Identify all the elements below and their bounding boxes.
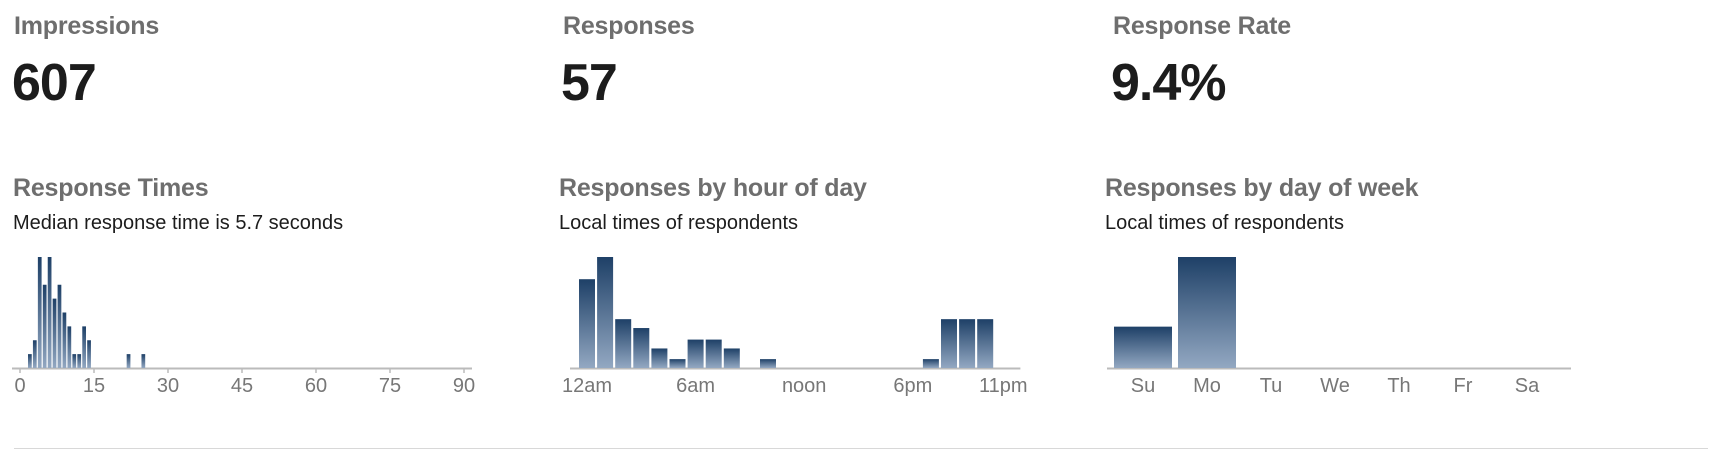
hour-bar — [760, 359, 776, 368]
hour-bar — [723, 348, 740, 368]
day-of-week-x-tick-label: We — [1320, 375, 1350, 397]
day-of-week-x-tick-label: Fr — [1454, 375, 1473, 397]
response-times-x-tick-label: 90 — [453, 375, 475, 397]
response-time-bar — [37, 257, 42, 368]
hour-bar — [579, 279, 595, 368]
response-time-bar — [28, 354, 32, 368]
response-rate-stat: Response Rate 9.4% — [1111, 12, 1291, 113]
response-time-bar — [67, 326, 72, 368]
day-bar-su — [1114, 326, 1172, 368]
response-time-bar — [82, 326, 86, 368]
hour-bar — [922, 359, 939, 368]
responses-stat: Responses 57 — [561, 12, 695, 113]
hour-bar — [941, 319, 957, 368]
response-times-x-tick-label: 60 — [305, 375, 327, 397]
response-time-bar — [77, 354, 82, 368]
response-times-x-tick-label: 30 — [157, 375, 179, 397]
response-rate-value: 9.4% — [1111, 54, 1227, 112]
hour-of-day-x-tick-label: 12am — [562, 375, 612, 397]
day-of-week-x-tick-label: Su — [1131, 375, 1155, 397]
response-time-bar — [32, 340, 37, 368]
hour-bar — [615, 319, 632, 368]
hour-bar — [633, 328, 650, 368]
response-times-x-tick-label: 45 — [231, 375, 253, 397]
response-times-x-tick-label: 15 — [83, 375, 105, 397]
impressions-label: Impressions — [14, 12, 160, 40]
response-rate-label: Response Rate — [1113, 12, 1292, 40]
day-of-week-x-tick-label: Tu — [1260, 375, 1283, 397]
response-time-bar — [62, 312, 67, 368]
response-times-title: Response Times — [13, 174, 209, 202]
response-time-bar — [87, 340, 91, 368]
responses-label: Responses — [563, 12, 695, 40]
hour-of-day-title: Responses by hour of day — [559, 174, 867, 202]
hour-bar — [651, 348, 668, 368]
response-time-bar — [141, 354, 146, 368]
response-times-chart: 0 15 30 45 60 75 90 — [12, 257, 475, 397]
hour-of-day-chart: 12am 6am noon 6pm 11pm — [562, 257, 1028, 397]
hour-of-day-x-tick-label: 11pm — [979, 375, 1028, 397]
hour-bar — [597, 257, 614, 368]
day-of-week-x-tick-label: Mo — [1193, 375, 1221, 397]
hour-bar — [687, 339, 704, 368]
hour-of-day-x-tick-label: 6am — [676, 375, 715, 397]
day-of-week-x-tick-label: Sa — [1515, 375, 1540, 397]
hour-of-day-x-tick-label: 6pm — [893, 375, 932, 397]
hour-bar — [959, 319, 976, 368]
hour-of-day-subtitle: Local times of respondents — [559, 212, 799, 234]
bottom-divider — [14, 448, 1708, 449]
day-of-week-title: Responses by day of week — [1105, 174, 1419, 202]
impressions-stat: Impressions 607 — [12, 12, 159, 113]
hour-bar — [705, 339, 722, 368]
day-of-week-x-tick-label: Th — [1387, 375, 1410, 397]
response-time-bar — [57, 284, 62, 368]
response-time-bar — [52, 298, 57, 368]
day-of-week-chart: Su Mo Tu We Th Fr Sa — [1107, 257, 1571, 397]
response-time-bar — [42, 284, 47, 368]
response-times-x-tick-label: 0 — [14, 375, 25, 397]
response-time-bar — [126, 354, 131, 368]
responses-value: 57 — [561, 54, 618, 112]
response-time-bar — [72, 354, 77, 368]
hour-bar — [977, 319, 994, 368]
hour-bar — [669, 359, 686, 368]
day-bar-mo — [1178, 257, 1236, 368]
response-time-bar — [47, 257, 52, 368]
response-times-subtitle: Median response time is 5.7 seconds — [13, 212, 344, 234]
hour-of-day-x-tick-label: noon — [782, 375, 827, 397]
impressions-value: 607 — [12, 54, 97, 112]
response-times-x-tick-label: 75 — [379, 375, 401, 397]
day-of-week-subtitle: Local times of respondents — [1105, 212, 1345, 234]
